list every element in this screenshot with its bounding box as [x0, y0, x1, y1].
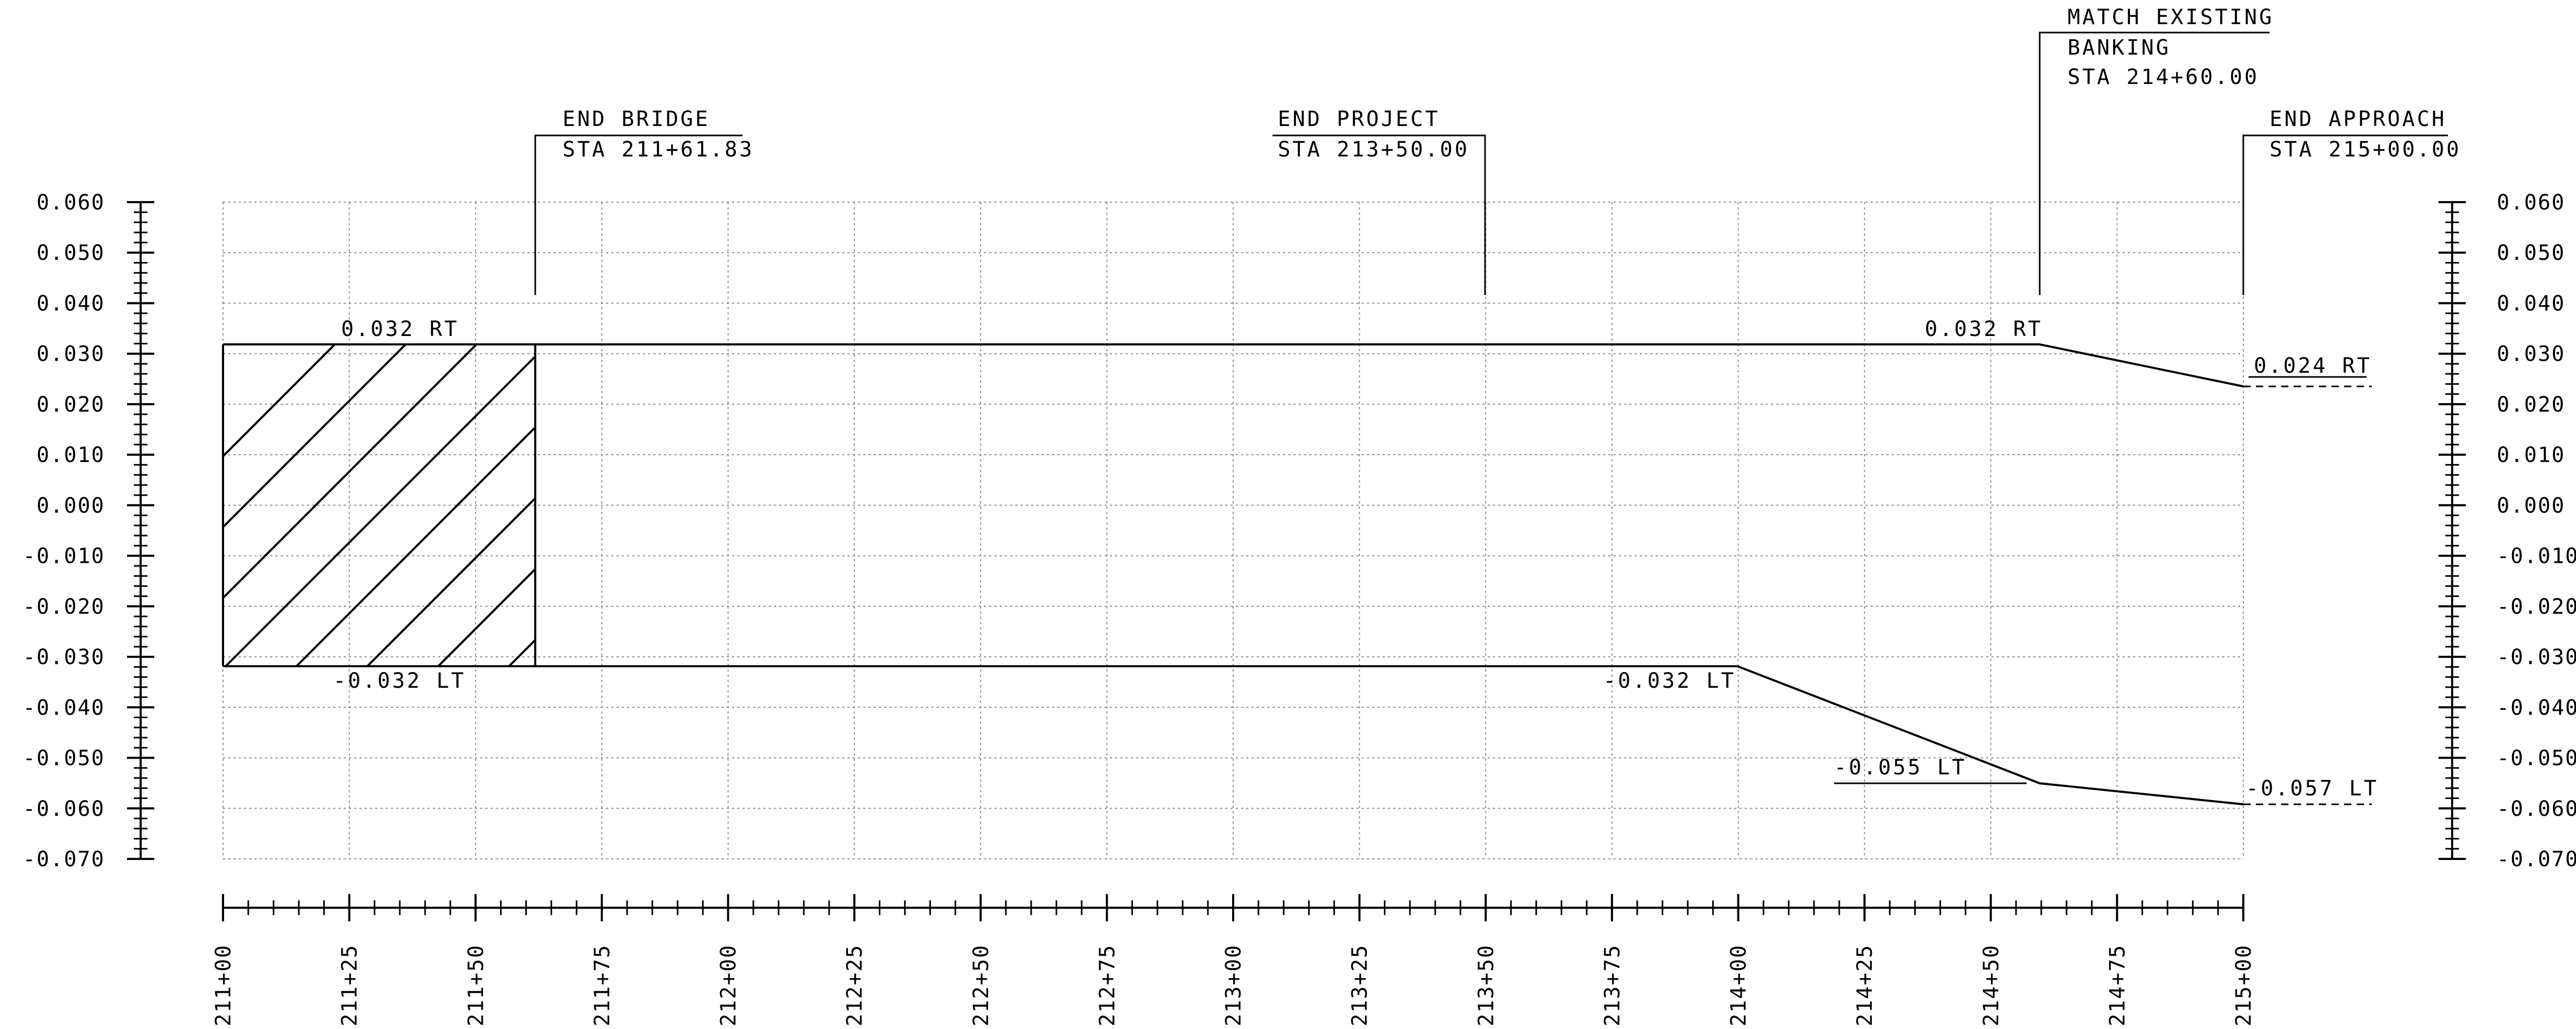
label-lt-match: -0.055 LT: [1834, 755, 1967, 780]
station-tick-label: 211+25: [338, 944, 362, 1027]
right-scale: 0.060 0.050 0.040 0.030 0.020 0.010 0.000 -0.01…: [2439, 191, 2576, 872]
match-existing-title: MATCH EXISTING: [2068, 5, 2274, 29]
match-existing-station: STA 214+60.00: [2068, 65, 2259, 89]
station-tick-label: 213+25: [1348, 944, 1372, 1027]
label-lt-end: -0.057 LT: [2246, 776, 2379, 801]
end-bridge-title: END BRIDGE: [563, 107, 710, 131]
station-tick-label: 214+25: [1853, 944, 1877, 1027]
label-rt-end: 0.024 RT: [2254, 354, 2372, 378]
label-rt-start: 0.032 RT: [341, 317, 459, 341]
y-tick-label: -0.020: [23, 595, 105, 619]
left-scale: 0.060 0.050 0.040 0.030 0.020 0.010 0.000 -0.01…: [23, 191, 154, 872]
station-tick-label: 214+50: [1979, 944, 2003, 1027]
y-tick-label: 0.060: [2497, 191, 2565, 215]
end-bridge-station: STA 211+61.83: [563, 138, 754, 162]
hatch-line: [223, 344, 478, 600]
station-tick-label: 212+00: [717, 944, 741, 1027]
y-tick-label: 0.030: [2497, 342, 2565, 366]
y-tick-label: -0.030: [23, 645, 105, 669]
end-approach-title: END APPROACH: [2270, 107, 2446, 131]
annotation-end-approach: END APPROACH STA 215+00.00: [2242, 107, 2461, 295]
y-tick-label: 0.050: [37, 241, 105, 265]
end-project-station: STA 213+50.00: [1278, 138, 1469, 162]
y-tick-label: -0.040: [23, 696, 105, 720]
y-tick-label: 0.040: [2497, 291, 2565, 316]
y-tick-label: -0.070: [23, 847, 105, 872]
y-tick-label: 0.010: [37, 443, 105, 467]
station-axis: 211+00 211+25 211+50 211+75 212+00 212+25 212+…: [211, 894, 2256, 1026]
y-tick-label: 0.000: [37, 494, 105, 518]
label-rt-match: 0.032 RT: [1925, 317, 2043, 341]
y-tick-label: -0.010: [23, 544, 105, 569]
y-tick-label: -0.040: [2497, 696, 2576, 720]
hatch-line: [223, 344, 407, 529]
station-tick-label: 211+00: [211, 944, 236, 1027]
hatch-line: [225, 355, 535, 666]
match-existing-line2: BANKING: [2068, 36, 2171, 60]
y-tick-label: -0.060: [2497, 797, 2576, 821]
station-tick-label: 213+50: [1474, 944, 1498, 1027]
station-tick-label: 211+50: [464, 944, 488, 1027]
y-tick-label: 0.010: [2497, 443, 2565, 467]
y-tick-label: 0.020: [37, 393, 105, 417]
bridge-hatch: [222, 344, 536, 666]
chart-grid: [222, 202, 2244, 859]
y-tick-label: 0.000: [2497, 494, 2565, 518]
station-tick-label: 213+00: [1222, 944, 1246, 1027]
y-tick-label: 0.020: [2497, 393, 2565, 417]
station-tick-label: 211+75: [590, 944, 614, 1027]
end-project-title: END PROJECT: [1278, 107, 1440, 131]
y-tick-label: 0.030: [37, 342, 105, 366]
annotation-match-existing: MATCH EXISTING BANKING STA 214+60.00: [2039, 5, 2274, 295]
y-tick-label: -0.030: [2497, 645, 2576, 669]
station-tick-label: 212+50: [969, 944, 993, 1027]
end-approach-station: STA 215+00.00: [2270, 138, 2461, 162]
y-tick-label: -0.060: [23, 797, 105, 821]
station-tick-label: 213+75: [1600, 944, 1625, 1027]
hatch-line: [366, 497, 535, 666]
hatch-line: [223, 344, 336, 458]
station-tick-label: 215+00: [2232, 944, 2256, 1027]
y-tick-label: -0.050: [23, 747, 105, 771]
annotation-end-project: END PROJECT STA 213+50.00: [1273, 107, 1486, 295]
station-tick-label: 214+00: [1727, 944, 1751, 1027]
y-tick-label: -0.020: [2497, 595, 2576, 619]
y-tick-label: 0.040: [37, 291, 105, 316]
hatch-line: [295, 426, 535, 666]
label-lt-mid: -0.032 LT: [1603, 669, 1736, 693]
station-tick-label: 214+75: [2105, 944, 2129, 1027]
station-tick-label: 212+25: [843, 944, 867, 1027]
label-lt-start: -0.032 LT: [333, 669, 466, 693]
hatch-line: [437, 568, 535, 666]
station-tick-label: 212+75: [1095, 944, 1119, 1027]
y-tick-label: -0.050: [2497, 747, 2576, 771]
lt-profile-line: [223, 665, 2244, 805]
y-tick-label: -0.070: [2497, 847, 2576, 872]
y-tick-label: 0.060: [37, 191, 105, 215]
y-tick-label: -0.010: [2497, 544, 2576, 569]
rt-profile-line: [223, 343, 2244, 387]
y-tick-label: 0.050: [2497, 241, 2565, 265]
annotation-end-bridge: END BRIDGE STA 211+61.83: [534, 107, 754, 295]
